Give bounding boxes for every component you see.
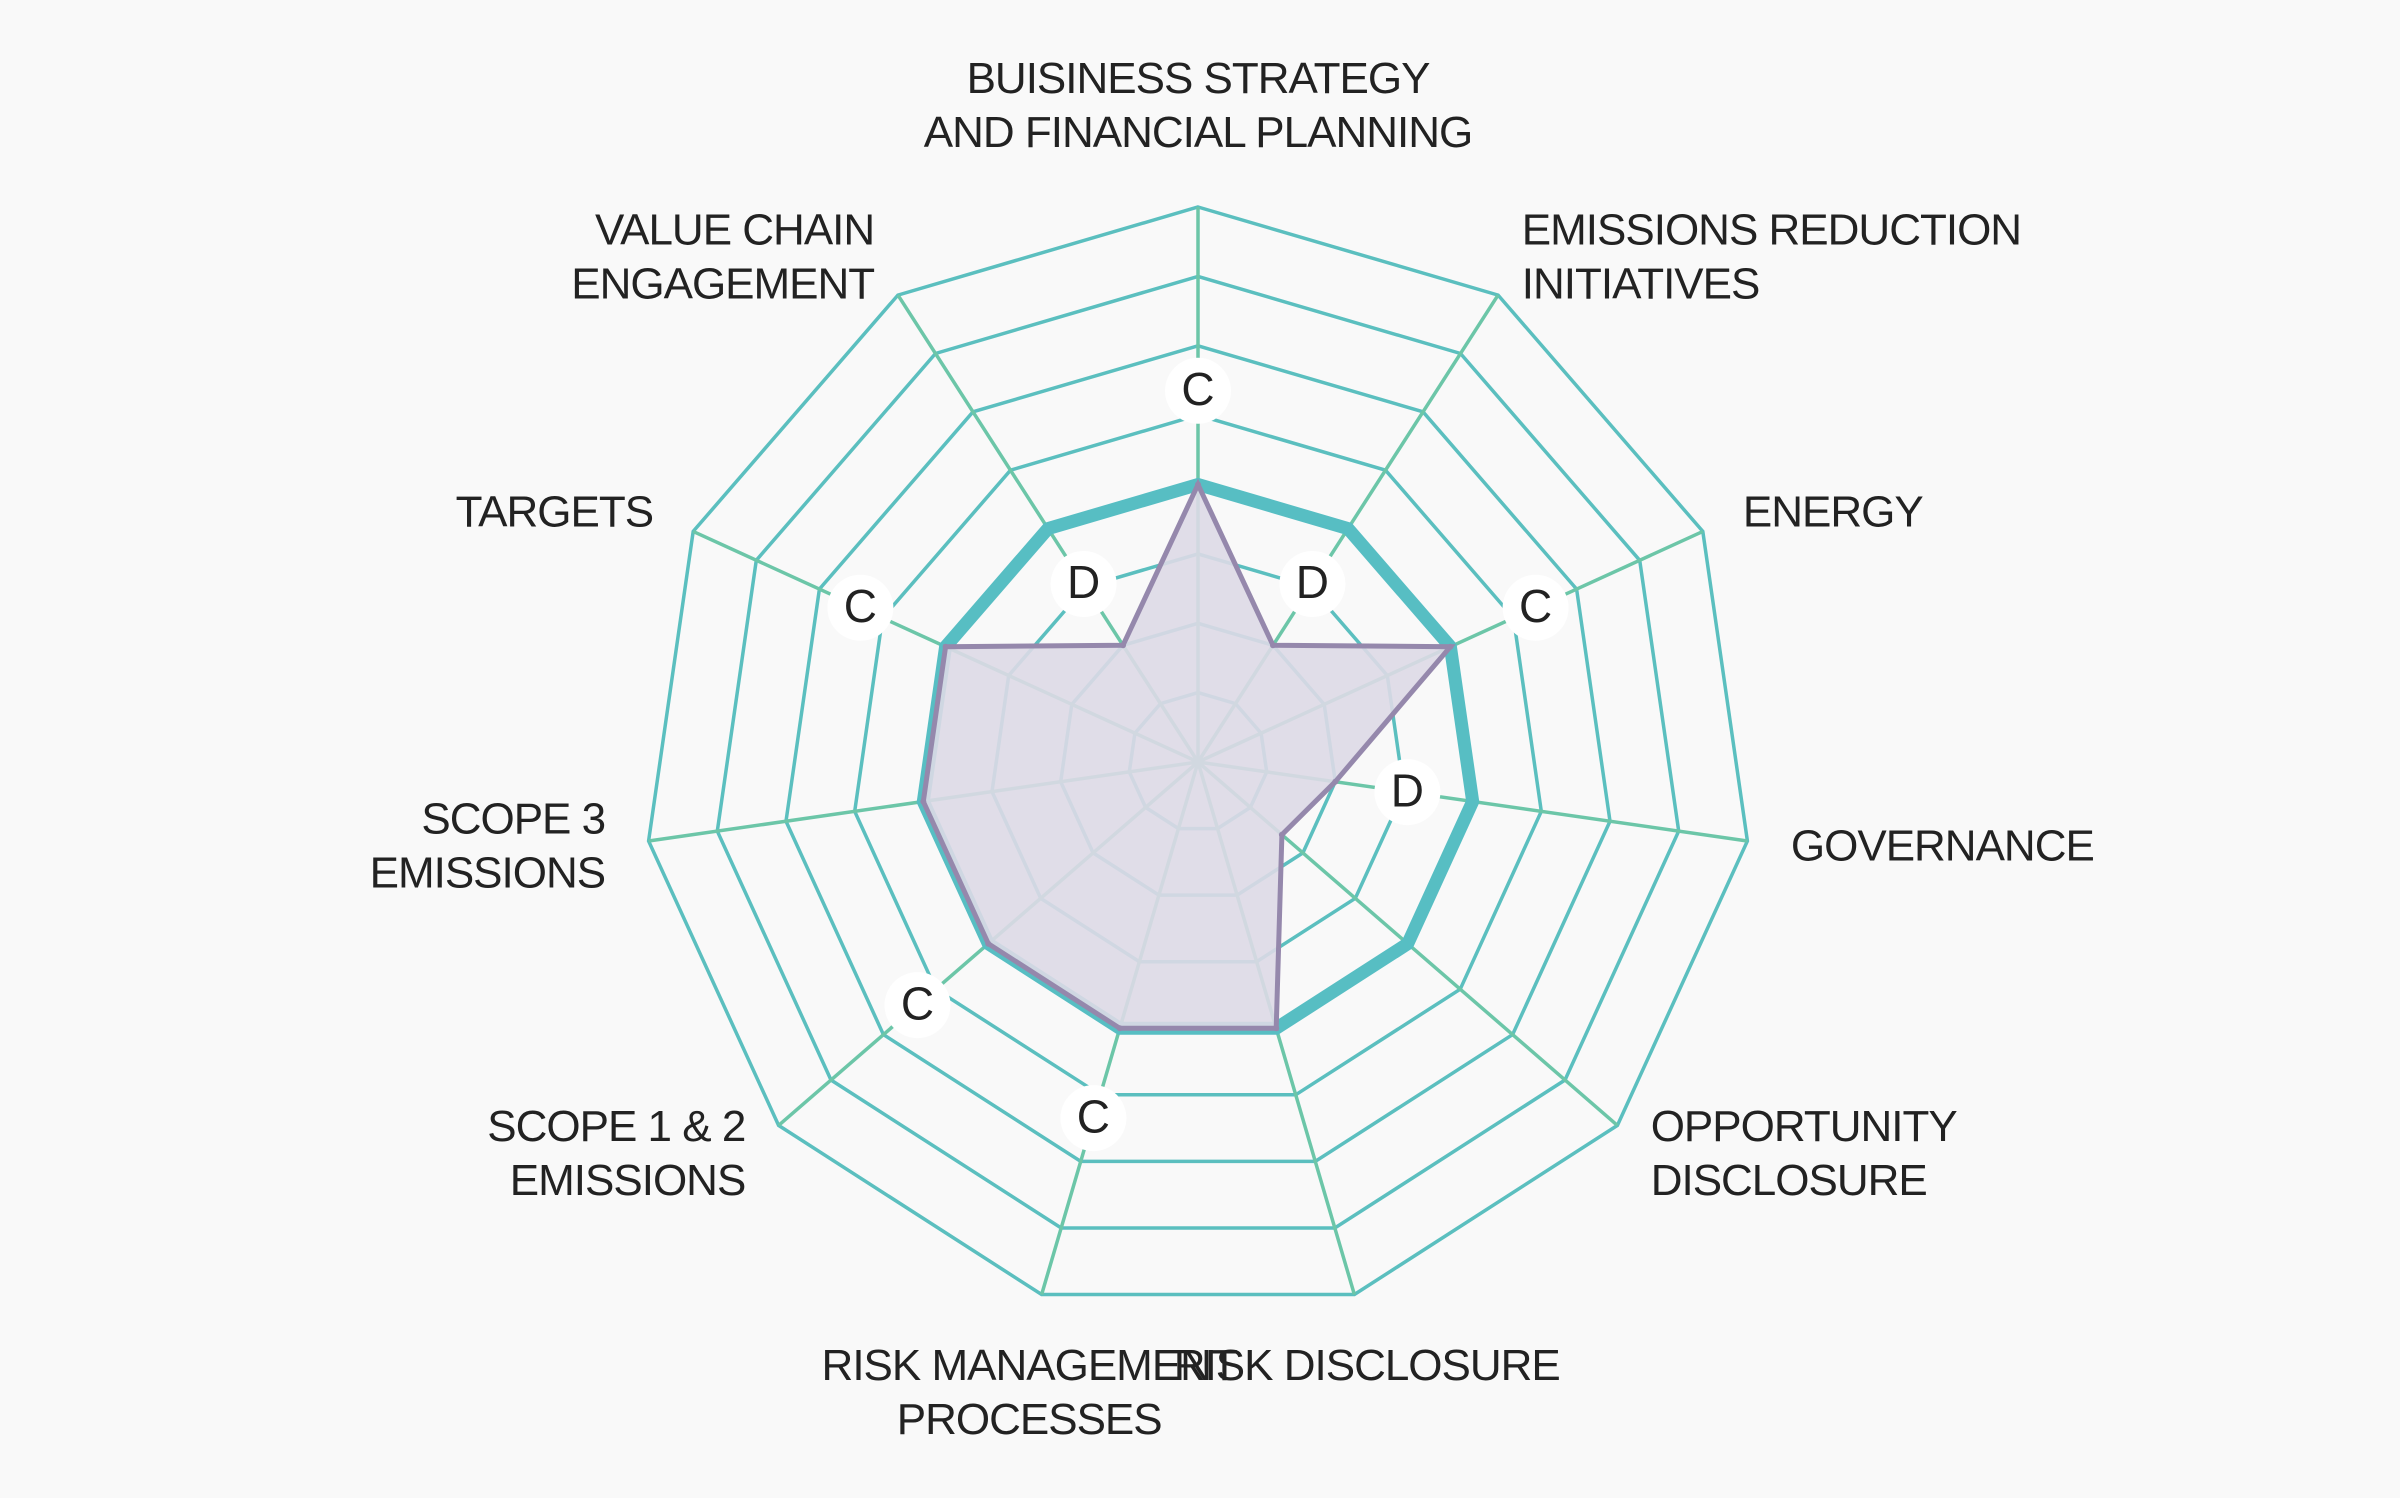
score-point-6 xyxy=(1116,1025,1123,1032)
axis-label-line: INITIATIVES xyxy=(1522,260,1760,309)
grade-marker-bg xyxy=(884,972,951,1039)
axis-label-line: SCOPE 1 & 2 xyxy=(487,1102,745,1151)
grade-marker-text: C xyxy=(901,977,934,1029)
axis-label-line: ENGAGEMENT xyxy=(571,260,874,309)
axis-label-line: ENERGY xyxy=(1743,488,1923,537)
axis-label-6: RISK MANAGEMENT PROCESSES xyxy=(822,1341,1238,1444)
score-point-4 xyxy=(1278,831,1285,838)
grade-markers: C D C D C C C D xyxy=(827,357,1569,1152)
axis-label-line: GOVERNANCE xyxy=(1791,822,2094,871)
grade-marker-9: C xyxy=(827,574,894,641)
score-point-8 xyxy=(920,798,927,805)
axis-label-line: SCOPE 3 xyxy=(421,795,605,844)
grid-ring-5 xyxy=(852,413,1544,1097)
axis-label-5: RISK DISCLOSURE xyxy=(1174,1341,1561,1390)
axis-label-line: EMISSIONS REDUCTION xyxy=(1522,206,2021,255)
axis-label-0: BUISINESS STRATEGY AND FINANCIAL PLANNING xyxy=(924,54,1473,157)
axis-label-line: DISCLOSURE xyxy=(1651,1156,1927,1205)
grade-marker-text: C xyxy=(1181,363,1214,415)
axis-label-line: PROCESSES xyxy=(897,1395,1162,1444)
axis-label-10: VALUE CHAIN ENGAGEMENT xyxy=(571,206,875,309)
grade-marker-text: C xyxy=(844,580,877,632)
grade-marker-text: C xyxy=(1077,1090,1110,1142)
grade-marker-bg xyxy=(1374,759,1441,826)
score-outline xyxy=(920,478,1456,1031)
grid-ring-6 xyxy=(784,343,1612,1164)
grade-marker-bg xyxy=(1165,357,1231,424)
score-point-0 xyxy=(1195,481,1201,488)
axis-label-line: RISK DISCLOSURE xyxy=(1174,1341,1560,1390)
score-area xyxy=(923,484,1451,1029)
axis-label-4: OPPORTUNITY DISCLOSURE xyxy=(1651,1102,1959,1205)
axis-label-line: EMISSIONS xyxy=(370,849,606,898)
axis-label-line: VALUE CHAIN xyxy=(595,206,874,255)
grid-ring-7 xyxy=(715,274,1681,1230)
grade-marker-2: C xyxy=(1502,574,1569,641)
score-point-3 xyxy=(1332,778,1339,785)
axis-label-3: GOVERNANCE xyxy=(1791,822,2095,871)
axis-label-8: SCOPE 3 EMISSIONS xyxy=(370,795,607,898)
score-point-10 xyxy=(1120,642,1126,649)
grid-ring-8 xyxy=(646,205,1750,1297)
grade-marker-bg xyxy=(827,574,894,641)
grade-marker-text: C xyxy=(1519,580,1552,632)
score-point-1 xyxy=(1270,642,1276,649)
grade-marker-1: D xyxy=(1279,551,1346,617)
axis-label-line: TARGETS xyxy=(456,488,654,537)
grade-marker-6: C xyxy=(1060,1085,1127,1152)
score-point-9 xyxy=(942,643,949,650)
score-point-2 xyxy=(1447,643,1454,650)
axis-label-1: EMISSIONS REDUCTION INITIATIVES xyxy=(1522,206,2022,309)
grade-marker-bg xyxy=(1502,574,1569,641)
axis-label-7: SCOPE 1 & 2 EMISSIONS xyxy=(487,1102,746,1205)
axis-label-line: RISK MANAGEMENT xyxy=(822,1341,1237,1390)
grade-marker-3: D xyxy=(1374,759,1441,826)
grade-marker-bg xyxy=(1060,1085,1127,1152)
grade-marker-bg xyxy=(1050,551,1117,617)
grade-marker-text: D xyxy=(1296,556,1329,608)
grade-marker-10: D xyxy=(1050,551,1117,617)
grade-marker-0: C xyxy=(1165,357,1231,424)
grade-marker-text: D xyxy=(1391,764,1424,816)
grade-marker-bg xyxy=(1279,551,1346,617)
axis-label-9: TARGETS xyxy=(456,488,655,537)
grade-marker-text: D xyxy=(1067,556,1100,608)
axis-label-line: AND FINANCIAL PLANNING xyxy=(924,108,1472,157)
axis-label-2: ENERGY xyxy=(1743,488,1924,537)
axis-label-line: OPPORTUNITY xyxy=(1651,1102,1958,1151)
axis-label-line: BUISINESS STRATEGY xyxy=(967,54,1430,103)
grade-marker-7: C xyxy=(884,972,951,1039)
score-point-7 xyxy=(985,940,992,947)
score-series xyxy=(920,478,1456,1032)
axis-labels: BUISINESS STRATEGY AND FINANCIAL PLANNING… xyxy=(370,54,2095,1444)
score-point-5 xyxy=(1273,1025,1280,1032)
axis-label-line: EMISSIONS xyxy=(510,1156,746,1205)
